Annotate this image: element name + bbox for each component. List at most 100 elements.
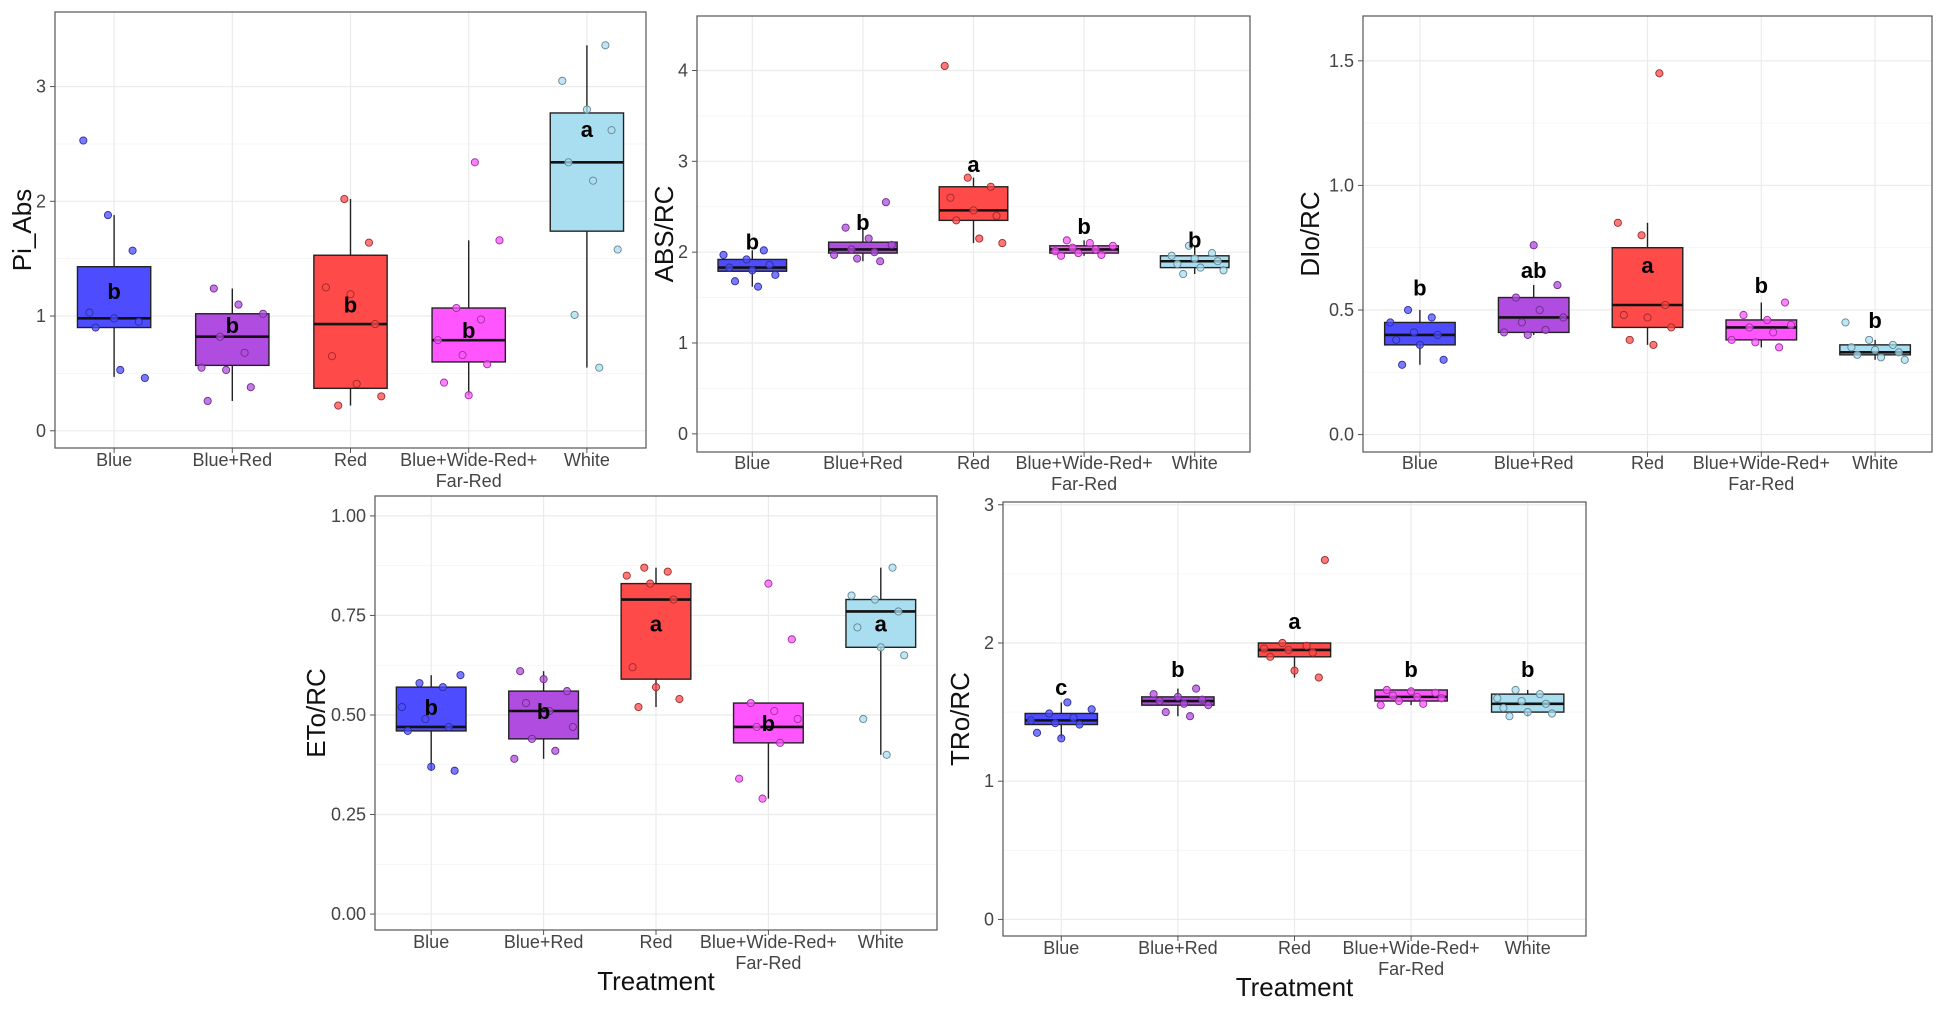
- data-point: [882, 750, 891, 759]
- box-red: b: [313, 194, 388, 410]
- data-point: [725, 263, 734, 272]
- data-point: [887, 240, 896, 249]
- box-white: a: [549, 41, 625, 372]
- data-point: [853, 623, 862, 632]
- data-point: [1108, 241, 1117, 250]
- data-point: [1437, 694, 1446, 703]
- data-point: [1179, 699, 1189, 708]
- data-point: [1192, 684, 1201, 693]
- data-point: [240, 348, 249, 357]
- y-tick-label: 1.00: [331, 506, 366, 526]
- data-point: [1167, 251, 1176, 260]
- y-axis-label: ABS/RC: [649, 186, 679, 283]
- box-red: a: [620, 563, 692, 712]
- significance-letter: b: [762, 711, 775, 736]
- data-point: [1407, 687, 1416, 696]
- significance-letter: ab: [1521, 258, 1547, 283]
- data-point: [103, 211, 112, 220]
- x-tick-label: White: [1505, 938, 1551, 958]
- data-point: [1403, 305, 1413, 315]
- data-point: [1745, 323, 1754, 332]
- data-point: [1853, 350, 1862, 359]
- data-point: [963, 173, 972, 182]
- data-point: [1068, 243, 1077, 252]
- y-tick-label: 0.25: [331, 805, 366, 825]
- data-point: [1074, 249, 1083, 258]
- data-point: [450, 766, 459, 775]
- significance-letter: a: [967, 152, 980, 177]
- box-white: a: [845, 563, 917, 759]
- data-point: [1085, 239, 1094, 248]
- y-tick-label: 1: [984, 771, 994, 791]
- x-tick-label: Red: [957, 453, 990, 473]
- data-point: [377, 392, 386, 401]
- data-point: [1419, 699, 1428, 708]
- data-point: [853, 254, 862, 263]
- data-point: [510, 754, 519, 763]
- data-point: [140, 373, 149, 383]
- data-point: [1161, 708, 1170, 717]
- data-point: [1529, 241, 1538, 250]
- data-point: [870, 595, 879, 604]
- data-point: [1431, 688, 1440, 697]
- data-point: [340, 194, 349, 204]
- data-point: [1847, 343, 1856, 352]
- x-tick-label: Blue+Wide-Red+: [1343, 938, 1480, 958]
- box-white: b: [1159, 227, 1230, 279]
- data-point: [735, 774, 744, 783]
- box-blue-wide-red-far-red: b: [1374, 657, 1448, 710]
- data-point: [1523, 330, 1532, 339]
- data-point: [1888, 340, 1897, 349]
- x-tick-label: Red: [1278, 938, 1311, 958]
- data-point: [521, 698, 531, 708]
- data-point: [85, 308, 94, 317]
- data-point: [1382, 685, 1391, 695]
- data-point: [1500, 328, 1509, 337]
- y-tick-label: 4: [678, 61, 688, 81]
- data-point: [91, 323, 100, 332]
- x-tick-label: Blue+Wide-Red+: [700, 932, 837, 952]
- data-point: [1184, 241, 1193, 250]
- data-point: [969, 206, 978, 215]
- data-point: [403, 726, 412, 735]
- x-tick-label: Far-Red: [1051, 474, 1117, 494]
- data-point: [940, 61, 949, 71]
- data-point: [371, 320, 380, 329]
- data-point: [1511, 685, 1520, 695]
- data-point: [246, 383, 255, 392]
- y-tick-label: 3: [984, 495, 994, 515]
- data-point: [1320, 556, 1329, 565]
- data-point: [334, 401, 343, 410]
- box-blue: b: [1383, 276, 1456, 369]
- data-point: [197, 363, 206, 372]
- box-red: a: [1257, 556, 1332, 682]
- data-point: [456, 671, 465, 680]
- data-point: [992, 211, 1001, 220]
- data-point: [1204, 701, 1213, 710]
- box-blue-wide-red-far-red: b: [732, 579, 804, 803]
- data-point: [433, 336, 442, 345]
- data-point: [570, 310, 579, 319]
- y-axis-label: ETo/RC: [301, 668, 331, 758]
- data-point: [595, 363, 604, 372]
- x-tick-label: Blue+Red: [823, 453, 903, 473]
- data-point: [352, 379, 361, 388]
- data-point: [752, 722, 761, 731]
- data-point: [1649, 340, 1658, 349]
- significance-letter: a: [650, 611, 663, 636]
- x-tick-label: Blue+Red: [1494, 453, 1574, 473]
- x-tick-label: Blue: [1402, 453, 1438, 473]
- data-point: [1057, 734, 1066, 743]
- x-tick-label: Blue+Red: [504, 932, 584, 952]
- data-point: [1179, 269, 1188, 279]
- x-tick-label: White: [1172, 453, 1218, 473]
- data-point: [1087, 705, 1096, 714]
- data-point: [640, 563, 649, 572]
- significance-letter: b: [1413, 276, 1426, 301]
- data-point: [1439, 355, 1448, 364]
- data-point: [1196, 263, 1205, 272]
- data-point: [589, 176, 598, 185]
- data-point: [876, 257, 885, 266]
- significance-letter: b: [1868, 308, 1881, 333]
- x-tick-label: Blue: [1043, 938, 1079, 958]
